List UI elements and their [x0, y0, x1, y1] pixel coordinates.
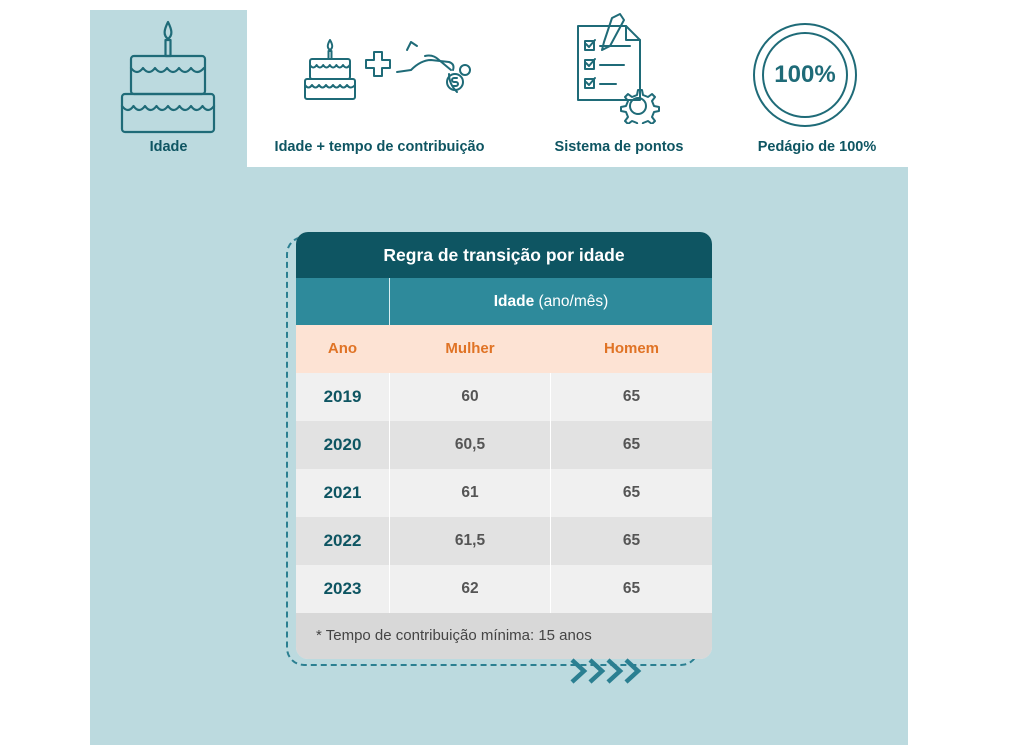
- woman-age-cell: 60,5: [454, 436, 486, 453]
- birthday-cake-icon: [120, 20, 216, 134]
- woman-age-cell: 62: [461, 580, 479, 597]
- year-cell: 2023: [323, 579, 362, 598]
- table-row: 2019 60 65: [296, 373, 712, 421]
- woman-age-cell: 61: [461, 484, 479, 501]
- footnote: * Tempo de contribuição mínima: 15 anos: [296, 613, 712, 659]
- percent-badge-text: 100%: [774, 61, 836, 88]
- chevrons-right-icon: [570, 658, 642, 684]
- tab-label: Sistema de pontos: [554, 139, 684, 155]
- man-age-cell: 65: [622, 388, 641, 405]
- year-cell: 2021: [323, 483, 362, 502]
- man-age-cell: 65: [622, 580, 641, 597]
- table-title: Regra de transição por idade: [296, 232, 712, 278]
- year-cell: 2022: [323, 531, 362, 550]
- man-age-cell: 65: [622, 484, 641, 501]
- cake-plus-coin-icon: [304, 39, 471, 100]
- col-header-man: Homem: [603, 340, 659, 357]
- column-headers: Ano Mulher Homem: [296, 325, 712, 373]
- table-row: 2021 61 65: [296, 469, 712, 517]
- tab-idade-tempo[interactable]: Idade + tempo de contribuição: [247, 10, 512, 167]
- table-row: 2023 62 65: [296, 565, 712, 613]
- woman-age-cell: 60: [461, 388, 479, 405]
- column-divider: [389, 373, 390, 613]
- header-age-bold: Idade: [493, 293, 535, 310]
- year-cell: 2020: [323, 435, 362, 454]
- tab-sistema-pontos[interactable]: Sistema de pontos: [512, 10, 726, 167]
- transition-rule-table: Regra de transição por idade Idade (ano/…: [296, 232, 712, 659]
- tab-label: Pedágio de 100%: [757, 139, 877, 155]
- man-age-cell: 65: [622, 436, 641, 453]
- col-header-year: Ano: [327, 340, 358, 357]
- tab-bar: Idade Ida: [90, 10, 908, 167]
- header-divider: [389, 278, 390, 325]
- woman-age-cell: 61,5: [454, 532, 486, 549]
- col-header-woman: Mulher: [445, 340, 495, 357]
- tab-label: Idade: [149, 139, 188, 155]
- header-age-label: Idade (ano/mês): [390, 278, 712, 325]
- column-divider: [550, 373, 551, 613]
- table-row: 2020 60,5 65: [296, 421, 712, 469]
- header-empty-cell: [296, 278, 389, 325]
- checklist-gear-icon: [577, 13, 660, 124]
- tab-label: Idade + tempo de contribuição: [274, 139, 485, 155]
- tab-pedagio[interactable]: 100% Pedágio de 100%: [726, 10, 908, 167]
- tab-idade[interactable]: Idade: [90, 10, 247, 167]
- year-cell: 2019: [323, 387, 362, 406]
- percent-circle-icon: [753, 23, 857, 127]
- man-age-cell: 65: [622, 532, 641, 549]
- table-row: 2022 61,5 65: [296, 517, 712, 565]
- table-header: Idade (ano/mês): [296, 278, 712, 325]
- header-age-unit: (ano/mês): [534, 293, 609, 310]
